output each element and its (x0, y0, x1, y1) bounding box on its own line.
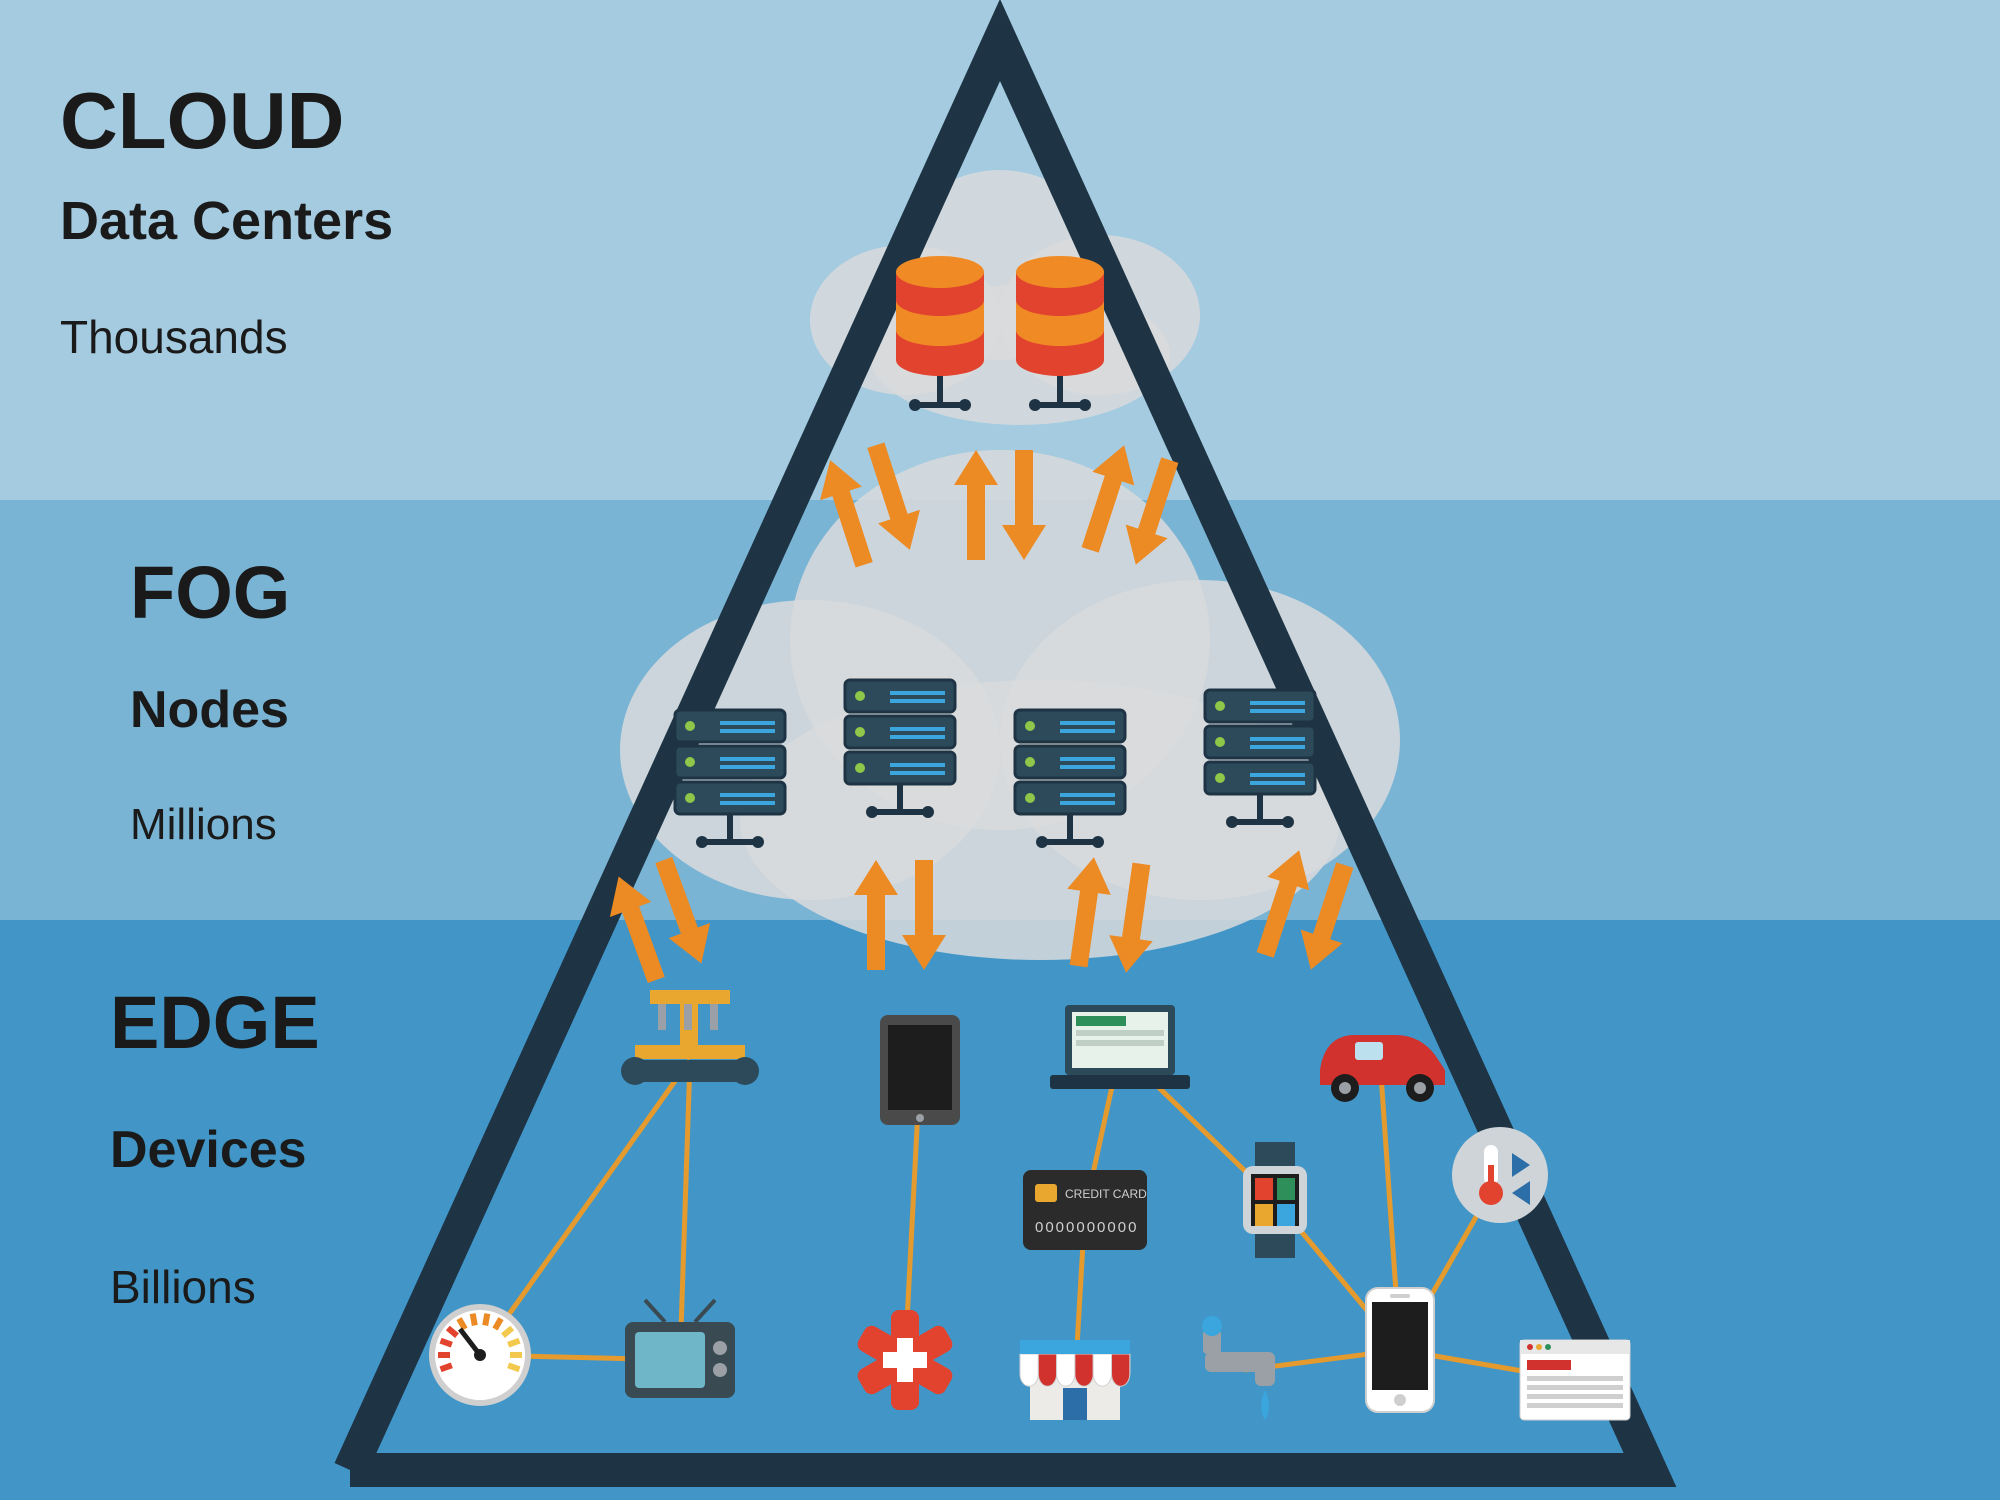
band-fog (0, 500, 2000, 920)
infographic-stage: CLOUD Data Centers Thousands FOG Nodes M… (0, 0, 2000, 1500)
fog-sub: Nodes (130, 680, 289, 740)
cloud-sub: Data Centers (60, 190, 393, 252)
cloud-title: CLOUD (60, 75, 344, 167)
edge-sub: Devices (110, 1120, 307, 1180)
cloud-count: Thousands (60, 310, 288, 364)
edge-title: EDGE (110, 980, 320, 1065)
fog-count: Millions (130, 800, 277, 850)
fog-title: FOG (130, 550, 290, 635)
edge-count: Billions (110, 1260, 256, 1314)
